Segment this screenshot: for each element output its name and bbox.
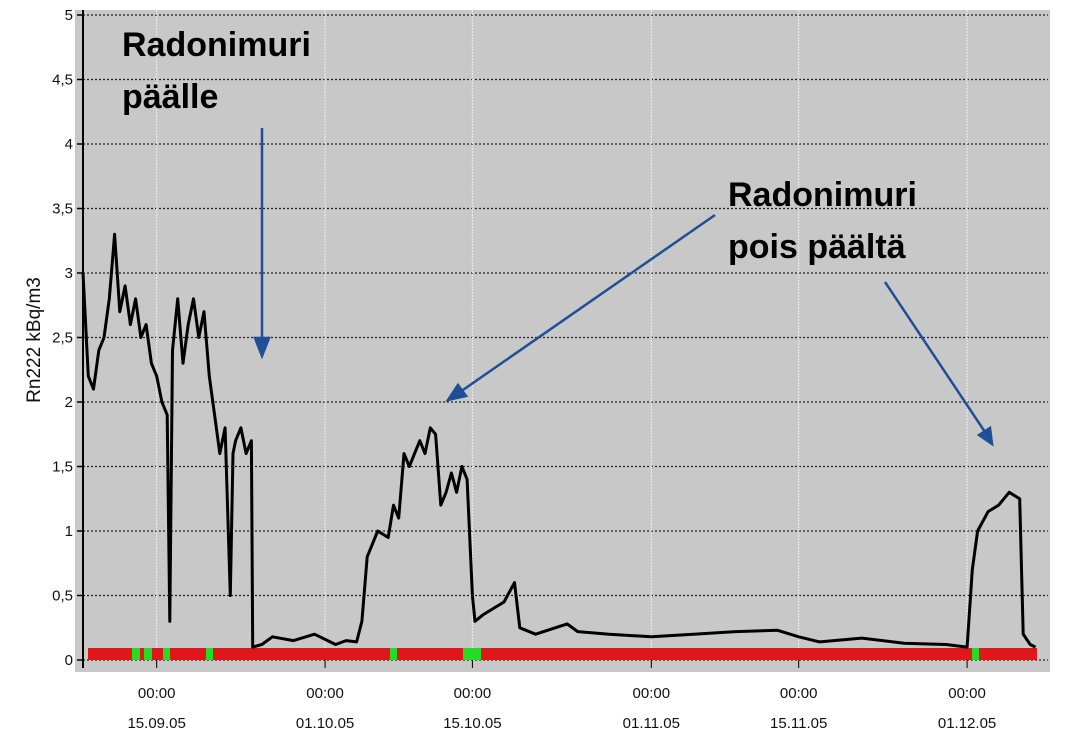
status-green — [972, 648, 979, 660]
status-green — [463, 648, 481, 660]
status-green — [132, 648, 140, 660]
y-tick-label: 0 — [65, 652, 73, 669]
y-tick-label: 4,5 — [52, 72, 73, 89]
x-tick-label: 15.09.05 — [127, 715, 185, 730]
arrow-head — [253, 336, 271, 360]
annotation: pois päältä — [728, 228, 906, 266]
status-green — [206, 648, 213, 660]
x-tick-label: 01.11.05 — [623, 715, 680, 730]
status-green — [163, 648, 170, 660]
annotation: päälle — [122, 78, 218, 116]
status-green — [144, 648, 152, 660]
y-tick-label: 1,5 — [52, 459, 73, 476]
x-tick-label: 01.12.05 — [938, 715, 996, 730]
y-tick-label: 0,5 — [52, 588, 73, 605]
y-tick-label: 2,5 — [52, 330, 73, 347]
plot-area — [75, 10, 1050, 672]
y-tick-label: 1 — [65, 523, 73, 540]
x-tick-label: 00:00 — [633, 685, 671, 702]
x-tick-label: 00:00 — [306, 685, 344, 702]
status-green — [390, 648, 397, 660]
y-tick-label: 3,5 — [52, 201, 73, 218]
x-tick-label: 00:00 — [780, 685, 818, 702]
status-red — [88, 648, 1037, 660]
y-tick-label: 3 — [65, 265, 73, 282]
grid — [83, 10, 1048, 661]
arrow — [459, 213, 716, 394]
x-tick-label: 15.10.05 — [443, 715, 501, 730]
y-axis-label: Rn222 kBq/m3 — [24, 277, 45, 403]
x-tick-label: 15.11.05 — [770, 715, 827, 730]
y-tick-label: 4 — [65, 136, 73, 153]
plot — [81, 232, 1037, 649]
arrow-head — [445, 382, 469, 402]
x-tick-label: 00:00 — [948, 685, 986, 702]
data-line — [81, 232, 1037, 649]
status-bar — [88, 648, 1037, 660]
annotation: Radonimuri — [728, 176, 917, 214]
x-tick-label: 00:00 — [454, 685, 492, 702]
arrows — [253, 128, 994, 447]
x-tick-label: 01.10.05 — [296, 715, 354, 730]
y-tick-label: 2 — [65, 394, 73, 411]
y-tick-label: 5 — [65, 7, 73, 24]
annotation: Radonimuri — [122, 26, 311, 64]
arrow — [883, 281, 987, 433]
x-tick-label: 00:00 — [138, 685, 176, 702]
arrow-head — [976, 425, 994, 447]
